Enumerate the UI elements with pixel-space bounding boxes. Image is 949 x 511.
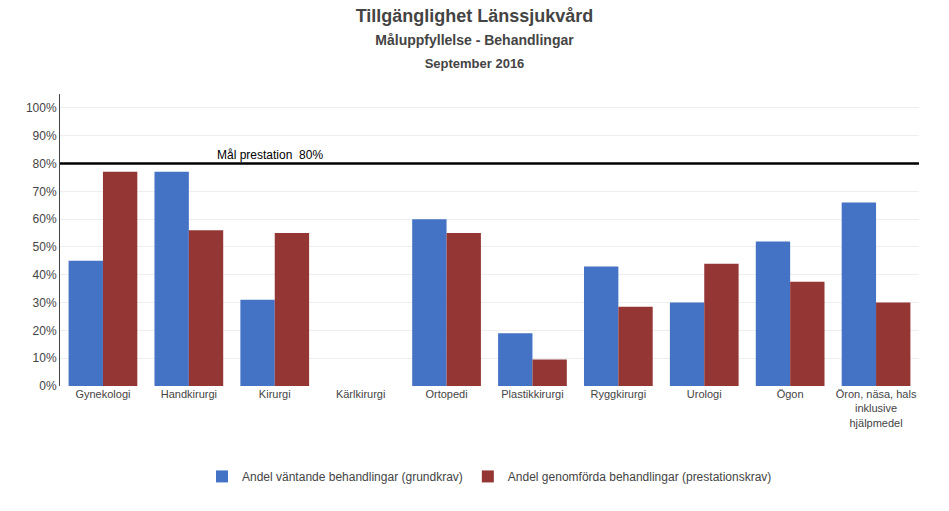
svg-text:60%: 60% [33,212,57,226]
svg-text:20%: 20% [33,324,57,338]
svg-text:Kirurgi: Kirurgi [259,388,291,400]
svg-text:Mål prestation 80%: Mål prestation 80% [217,148,323,162]
svg-text:Plastikkirurgi: Plastikkirurgi [501,388,563,400]
svg-text:80%: 80% [33,157,57,171]
svg-text:Handkirurgi: Handkirurgi [161,388,217,400]
svg-text:50%: 50% [33,240,57,254]
svg-text:Andel väntande behandlingar (g: Andel väntande behandlingar (grundkrav) [242,470,463,484]
svg-text:Ögon: Ögon [777,388,804,400]
svg-text:70%: 70% [33,185,57,199]
svg-text:10%: 10% [33,351,57,365]
svg-text:Öron, näsa, halsinklusivehjälp: Öron, näsa, halsinklusivehjälpmedel [836,388,917,429]
svg-text:Ortopedi: Ortopedi [425,388,467,400]
svg-text:Kärlkirurgi: Kärlkirurgi [336,388,386,400]
svg-text:Urologi: Urologi [687,388,722,400]
svg-text:Ryggkirurgi: Ryggkirurgi [591,388,647,400]
svg-text:40%: 40% [33,268,57,282]
svg-text:Tillgänglighet LänssjukvårdMål: Tillgänglighet LänssjukvårdMåluppfyllels… [356,6,594,72]
svg-text:Andel genomförda behandlingar: Andel genomförda behandlingar (prestatio… [508,470,772,484]
svg-text:90%: 90% [33,129,57,143]
svg-text:100%: 100% [26,101,57,115]
svg-text:Gynekologi: Gynekologi [75,388,130,400]
svg-text:30%: 30% [33,296,57,310]
svg-text:0%: 0% [39,379,57,393]
